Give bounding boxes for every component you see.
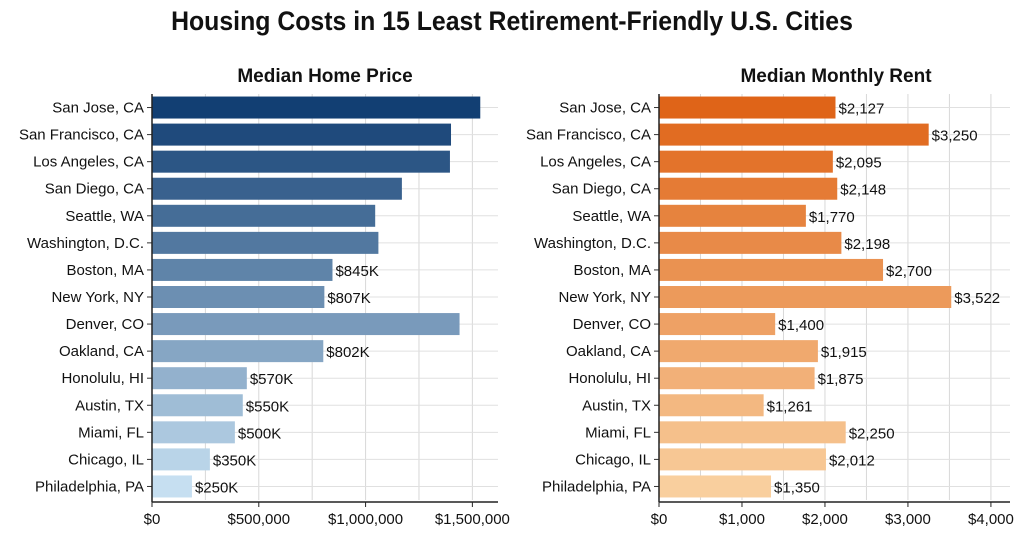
y-tick-label: Washington, D.C. [27,235,144,252]
data-label: $1,400 [778,317,824,334]
y-tick-label: Los Angeles, CA [540,154,651,171]
data-label: $2,127 [838,101,884,118]
bar [659,258,884,281]
panel-title: Median Monthly Rent [740,66,932,87]
data-label: $350K [213,452,256,469]
x-tick-label: $3,000 [885,511,931,528]
y-tick-label: Seattle, WA [572,208,651,225]
bar [659,286,952,308]
bar [659,475,772,498]
x-tick-label: $0 [144,511,161,528]
x-tick-label: $4,000 [968,511,1014,528]
data-label: $3,250 [932,128,978,145]
bar [152,123,452,146]
x-tick-label: $2,000 [802,511,848,528]
data-label: $2,250 [849,425,895,442]
y-tick-label: Oakland, CA [59,343,144,360]
x-tick-label: $500,000 [228,511,291,528]
data-label: $500K [238,425,281,442]
data-label: $2,198 [844,236,890,253]
y-tick-label: Philadelphia, PA [542,478,651,495]
y-tick-label: Chicago, IL [68,451,144,468]
y-tick-label: Seattle, WA [65,208,144,225]
bar [152,313,460,336]
data-label: $802K [326,344,369,361]
y-tick-label: Chicago, IL [575,451,651,468]
bar [152,231,379,254]
bar [152,394,243,417]
y-tick-label: New York, NY [51,289,144,306]
bar [152,286,325,308]
bar [659,204,806,227]
data-label: $2,012 [829,452,875,469]
x-tick-label: $1,500,000 [435,511,510,528]
data-label: $807K [327,290,370,307]
x-tick-label: $1,000 [719,511,765,528]
y-tick-label: Oakland, CA [566,343,651,360]
y-tick-label: Denver, CO [66,316,144,333]
bar [659,340,818,363]
y-tick-label: Austin, TX [582,397,651,414]
data-label: $250K [195,479,238,496]
bar [152,421,235,444]
data-label: $3,522 [954,290,1000,307]
bar [659,150,833,173]
bar [152,204,376,227]
bar [659,96,836,119]
y-tick-label: Miami, FL [78,424,144,441]
bar [659,123,929,146]
data-label: $2,095 [836,155,882,172]
bar [152,258,333,281]
bar [659,367,815,390]
y-tick-label: Los Angeles, CA [33,154,144,171]
bar [659,231,842,254]
data-label: $2,700 [886,263,932,280]
data-label: $1,875 [818,371,864,388]
y-tick-label: Miami, FL [585,424,651,441]
y-tick-label: Honolulu, HI [61,370,144,387]
y-tick-label: Austin, TX [75,397,144,414]
bar [659,448,826,471]
bar [152,340,324,363]
y-tick-label: Honolulu, HI [568,370,651,387]
x-tick-label: $0 [651,511,668,528]
bar [659,421,846,444]
bar [152,367,247,390]
data-label: $1,915 [821,344,867,361]
y-tick-label: Denver, CO [573,316,651,333]
bar [152,448,210,471]
data-label: $570K [250,371,293,388]
data-label: $1,350 [774,479,820,496]
panel-title: Median Home Price [237,66,412,87]
data-label: $550K [246,398,289,415]
data-label: $845K [335,263,378,280]
y-tick-label: Boston, MA [66,262,144,279]
y-tick-label: San Diego, CA [552,181,651,198]
data-label: $1,261 [767,398,813,415]
bar [659,313,776,336]
bar [152,475,192,498]
y-tick-label: San Diego, CA [45,181,144,198]
chart-title: Housing Costs in 15 Least Retirement-Fri… [171,6,853,36]
y-tick-label: San Francisco, CA [19,127,144,144]
bar [152,96,481,119]
y-tick-label: San Francisco, CA [526,127,651,144]
y-tick-label: Boston, MA [573,262,651,279]
y-tick-label: Philadelphia, PA [35,478,144,495]
data-label: $1,770 [809,209,855,226]
y-tick-label: Washington, D.C. [534,235,651,252]
bar [659,177,838,200]
bar [659,394,764,417]
data-label: $2,148 [840,182,886,199]
bar [152,177,402,200]
y-tick-label: San Jose, CA [559,100,651,117]
bar [152,150,450,173]
y-tick-label: San Jose, CA [52,100,144,117]
x-tick-label: $1,000,000 [328,511,403,528]
y-tick-label: New York, NY [558,289,651,306]
